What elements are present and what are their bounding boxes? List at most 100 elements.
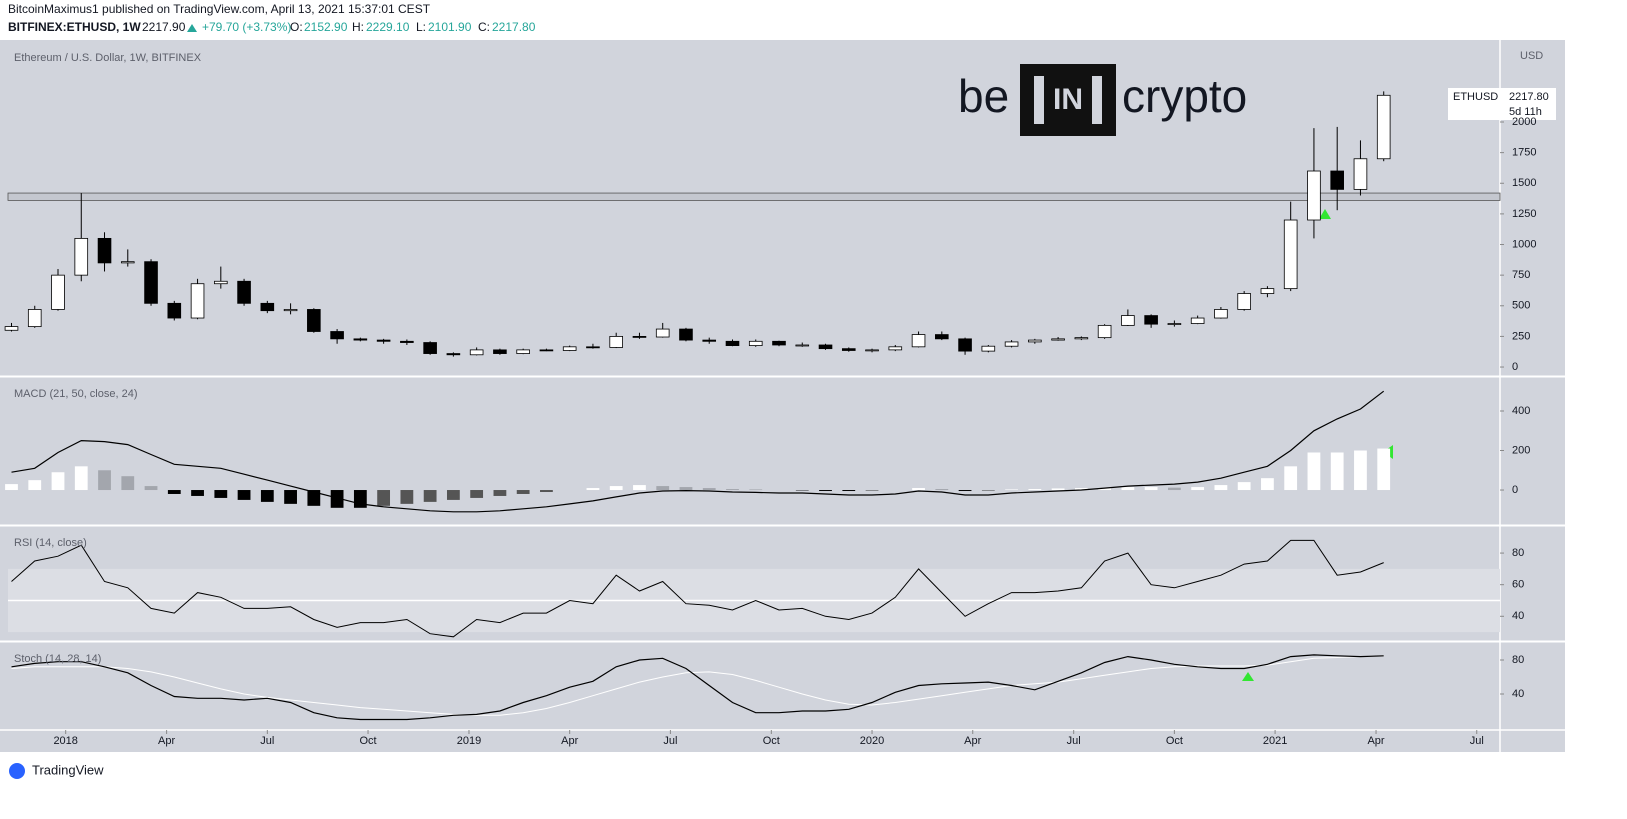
footer-text: TradingView <box>32 762 104 777</box>
candle-body <box>679 328 693 341</box>
candle-body <box>1074 337 1089 340</box>
y-tick-label: 1750 <box>1512 147 1536 159</box>
candle-body <box>795 344 810 347</box>
candle-body <box>1004 341 1019 347</box>
ohlc-label: C: <box>478 20 490 34</box>
y-tick-label: 400 <box>1512 405 1530 417</box>
histogram-bar <box>819 490 832 492</box>
candle-body <box>1190 317 1205 324</box>
histogram-bar <box>935 489 949 491</box>
y-tick-label: 80 <box>1512 654 1524 666</box>
y-tick-label: 40 <box>1512 688 1524 700</box>
last-price: 2217.90 <box>142 20 186 34</box>
candle-body <box>702 339 717 342</box>
candle-body <box>888 346 903 351</box>
y-tick-label: 500 <box>1512 300 1530 312</box>
logo-box-fill <box>1044 76 1092 124</box>
footer: TradingView <box>9 762 104 779</box>
candle-body <box>958 338 972 352</box>
y-tick-label: 1500 <box>1512 177 1536 189</box>
candle-body <box>469 349 484 356</box>
price-tag-box <box>1448 88 1556 120</box>
y-tick-label: 0 <box>1512 484 1518 496</box>
x-tick-label: 2018 <box>53 735 77 747</box>
histogram-bar <box>144 486 158 491</box>
candle-body <box>1283 219 1298 290</box>
logo: be IN crypto <box>958 64 1247 136</box>
candle-body <box>167 302 182 319</box>
y-tick-label: 60 <box>1512 579 1524 591</box>
stoch-d-line <box>11 655 1384 716</box>
candle-body <box>841 348 856 351</box>
annotation-arrow <box>1319 209 1331 219</box>
candle-body <box>330 331 344 340</box>
candle-body <box>725 340 740 346</box>
stoch-k-line <box>11 654 1384 721</box>
histogram-bar <box>214 490 228 498</box>
histogram-bar <box>446 490 460 500</box>
candle-body <box>586 346 600 349</box>
candle-body <box>376 339 391 342</box>
histogram-bar <box>1121 487 1135 491</box>
histogram-bar <box>702 488 716 491</box>
pane-title: MACD (21, 50, close, 24) <box>14 388 138 400</box>
y-tick-label: 40 <box>1512 610 1524 622</box>
price-tag-countdown: 5d 11h <box>1509 106 1542 118</box>
histogram-bar <box>1191 487 1205 491</box>
rsi-line <box>11 539 1384 638</box>
ohlc-value: 2152.90 <box>304 20 348 34</box>
candle-body <box>307 309 321 332</box>
histogram-bar <box>679 487 693 491</box>
pane-title: Stoch (14, 28, 14) <box>14 653 101 665</box>
histogram-bar <box>1098 488 1112 491</box>
candle-body <box>237 280 251 304</box>
candle-body <box>1330 170 1344 190</box>
histogram-bar <box>1005 489 1018 491</box>
histogram-bar <box>377 490 391 506</box>
logo-text: IN <box>1053 83 1083 116</box>
candle-body <box>27 309 42 328</box>
publisher-line: BitcoinMaximus1 published on TradingView… <box>8 2 431 16</box>
price-tag-price: 2217.80 <box>1509 91 1549 103</box>
candle-body <box>1307 170 1321 221</box>
histogram-bar <box>1144 487 1158 491</box>
histogram-bar <box>1354 450 1367 491</box>
ohlc-label: H: <box>352 20 364 34</box>
candle-body <box>1376 94 1391 160</box>
histogram-bar <box>1074 488 1088 491</box>
ohlc-label: L: <box>416 20 426 34</box>
x-tick-label: Apr <box>964 735 981 747</box>
histogram-bar <box>1237 482 1251 491</box>
candle-body <box>772 340 786 346</box>
candle-body <box>981 345 996 352</box>
histogram-bar <box>1028 489 1042 491</box>
chart-background <box>0 40 1565 752</box>
x-tick-label: 2021 <box>1263 735 1287 747</box>
y-tick-label: 0 <box>1512 361 1518 373</box>
histogram-bar <box>74 466 88 491</box>
change: +79.70 (+3.73%) <box>202 20 291 34</box>
x-tick-label: Jul <box>1067 735 1081 747</box>
symbol: BITFINEX:ETHUSD, 1W <box>8 20 141 34</box>
histogram-bar <box>470 490 484 498</box>
candle-body <box>818 344 833 350</box>
candle-body <box>748 340 763 346</box>
candle-body <box>1237 293 1251 310</box>
candle-body <box>493 349 507 354</box>
candle-body <box>935 334 949 340</box>
histogram-bar <box>749 489 763 491</box>
ohlc-value: 2217.80 <box>492 20 536 34</box>
x-tick-label: Oct <box>763 735 780 747</box>
price-tag-symbol: ETHUSD <box>1453 91 1498 103</box>
x-tick-label: Jul <box>663 735 677 747</box>
histogram-bar <box>1167 487 1181 491</box>
candle-body <box>516 349 530 354</box>
x-tick-label: Oct <box>359 735 376 747</box>
logo-text: be <box>958 70 1009 122</box>
candle-body <box>1144 315 1158 325</box>
candle-body <box>51 274 65 310</box>
y-tick-label: 200 <box>1512 444 1530 456</box>
candle-body <box>1028 339 1042 343</box>
histogram-bar <box>1214 485 1228 491</box>
